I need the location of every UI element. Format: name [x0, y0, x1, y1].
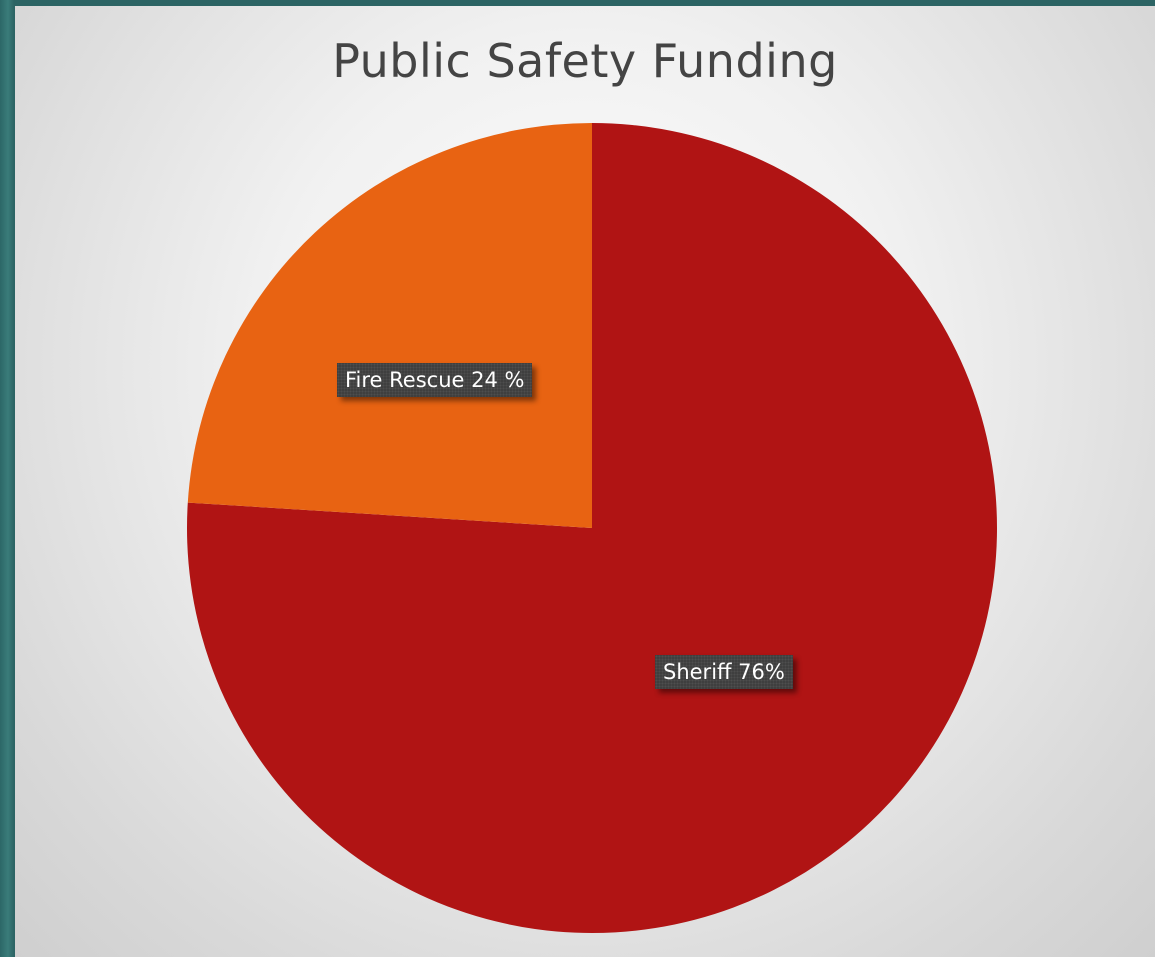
chart-title: Public Safety Funding [332, 34, 838, 88]
chart-area: Public Safety Funding Sheriff 76% Fire Re… [15, 6, 1155, 957]
pie-chart [186, 123, 998, 933]
pie-slice-fire-rescue [187, 123, 592, 528]
data-label-sheriff: Sheriff 76% [655, 655, 793, 689]
data-label-fire-rescue: Fire Rescue 24 % [337, 363, 533, 397]
